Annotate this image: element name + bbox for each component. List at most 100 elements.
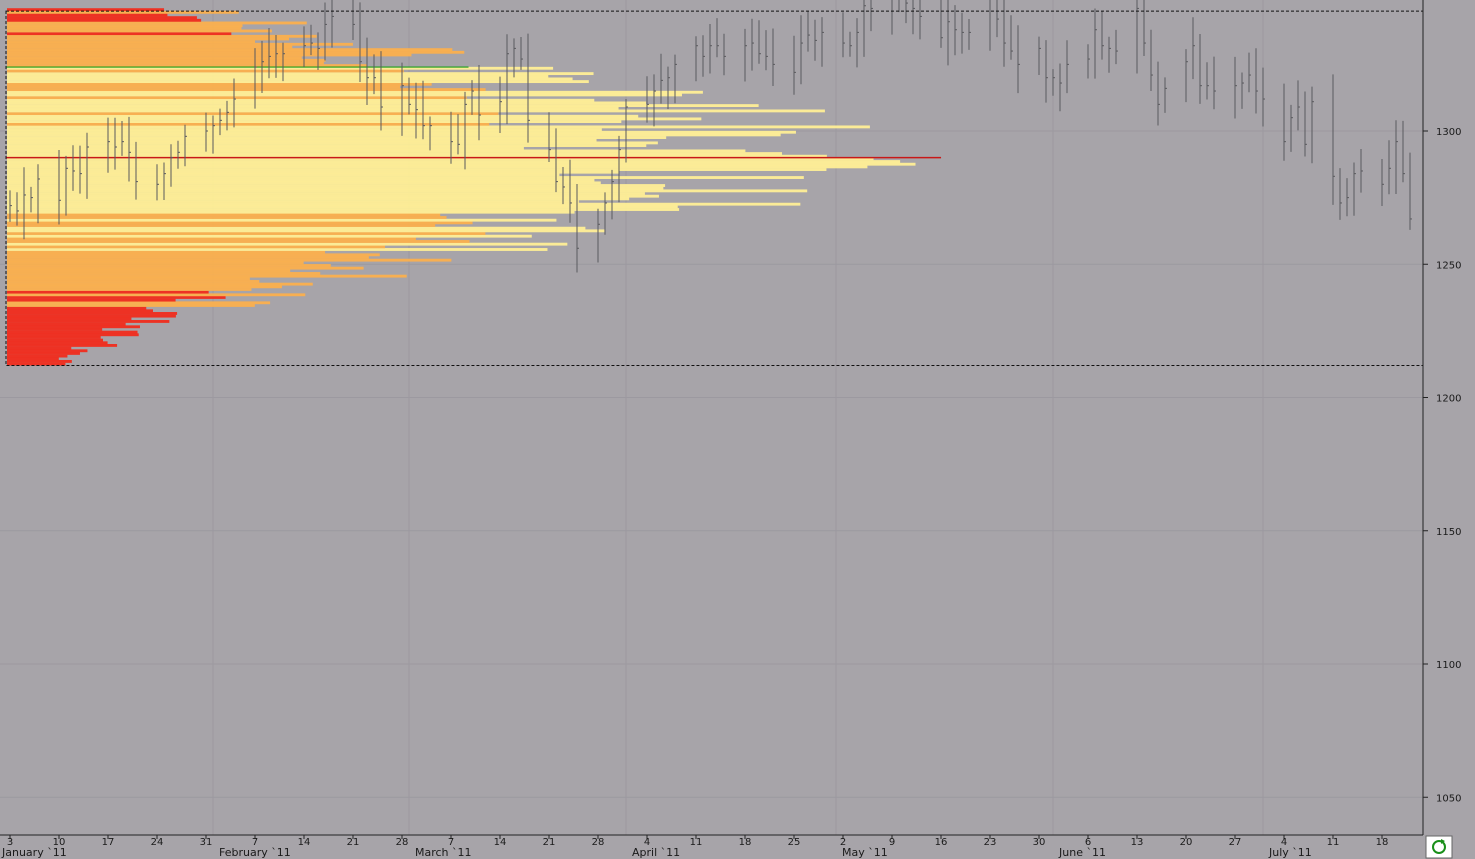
time-axis: 3 10 17 24 31 7 14 21 28 7 14 21 28 4 11 18 25 2 9 16 23 30 6 1… [0, 834, 1423, 859]
profile-level [7, 125, 870, 129]
profile-level [7, 277, 250, 281]
profile-level [7, 290, 209, 294]
profile-level [7, 192, 645, 195]
x-tick-label: 11 [690, 837, 703, 848]
x-tick-label: 13 [1131, 837, 1144, 848]
month-label: March `11 [415, 846, 472, 859]
profile-level [7, 328, 103, 331]
profile-level [7, 248, 548, 251]
profile-level [7, 200, 579, 203]
y-tick-label: 1250 [1436, 260, 1461, 271]
profile-level [7, 274, 407, 278]
profile-level [7, 165, 868, 169]
x-tick-label: 3 [7, 837, 13, 848]
profile-level [7, 266, 364, 270]
x-tick-label: 17 [102, 837, 115, 848]
profile-level [7, 34, 317, 38]
profile-level [7, 306, 147, 310]
profile-level [7, 221, 473, 225]
profile-level [7, 357, 59, 361]
profile-level [7, 210, 575, 214]
profile-level [7, 13, 168, 17]
profile-level [7, 258, 452, 262]
x-tick-label: 18 [739, 837, 752, 848]
profile-level [7, 202, 801, 206]
profile-level [7, 66, 554, 70]
profile-level [7, 37, 290, 41]
refresh-button[interactable] [1425, 835, 1453, 859]
profile-level [7, 112, 499, 116]
profile-level [7, 351, 80, 355]
month-label: January `11 [1, 846, 67, 859]
profile-boxes [5, 10, 1475, 367]
profile-level [7, 349, 88, 353]
profile-level [7, 48, 453, 52]
profile-level [7, 362, 66, 366]
profile-level [7, 146, 524, 150]
profile-level [7, 256, 369, 259]
profile-level [7, 309, 153, 313]
month-label: February `11 [219, 846, 291, 859]
profile-level [7, 325, 140, 329]
x-tick-label: 14 [494, 837, 507, 848]
x-tick-label: 10 [53, 837, 66, 848]
profile-level [7, 269, 291, 273]
profile-level [7, 288, 252, 291]
profile-level [7, 149, 746, 153]
profile-level [7, 10, 239, 14]
profile-level [7, 293, 306, 297]
profile-level [7, 213, 441, 217]
profile-level [7, 250, 326, 254]
profile-level [7, 141, 658, 145]
profile-level [7, 354, 68, 358]
profile-level [7, 128, 602, 131]
profile-level [7, 272, 321, 275]
x-tick-label: 7 [448, 837, 454, 848]
profile-level [7, 232, 486, 235]
profile-level [7, 61, 324, 65]
profile-level [7, 104, 759, 108]
profile-level [7, 56, 302, 60]
profile-level [7, 301, 271, 305]
profile-level [7, 304, 255, 307]
x-tick-label: 25 [788, 837, 801, 848]
profile-level [7, 341, 108, 345]
profile-level [7, 58, 326, 62]
profile-level [7, 29, 272, 33]
profile-level [7, 26, 242, 30]
profile-level [7, 96, 467, 100]
profile-level [7, 117, 702, 121]
profile-level [7, 346, 72, 350]
profile-level [7, 18, 202, 22]
x-tick-label: 23 [984, 837, 997, 848]
profile-level [7, 298, 176, 302]
profile-level [7, 330, 138, 334]
x-tick-label: 30 [1033, 837, 1046, 848]
x-tick-label: 16 [935, 837, 948, 848]
profile-level [7, 82, 432, 86]
refresh-icon[interactable] [1432, 840, 1446, 854]
x-tick-label: 4 [1281, 837, 1287, 848]
x-tick-label: 6 [1085, 837, 1091, 848]
profile-box [5, 10, 1475, 367]
profile-level [7, 205, 678, 209]
profile-level [7, 114, 639, 118]
profile-level [7, 90, 703, 94]
profile-level [7, 208, 680, 211]
profile-level [7, 154, 827, 158]
profile-level [7, 16, 197, 20]
x-tick-label: 28 [396, 837, 409, 848]
profile-level [7, 101, 647, 105]
x-tick-label: 20 [1180, 837, 1193, 848]
profile-level [7, 130, 796, 134]
profile-level [7, 157, 874, 161]
profile-level [7, 122, 490, 126]
x-tick-label: 9 [889, 837, 895, 848]
profile-level [7, 240, 470, 243]
price-bars [9, 0, 1412, 273]
profile-level [7, 106, 619, 110]
profile-level [7, 237, 416, 241]
profile-level [7, 21, 307, 25]
